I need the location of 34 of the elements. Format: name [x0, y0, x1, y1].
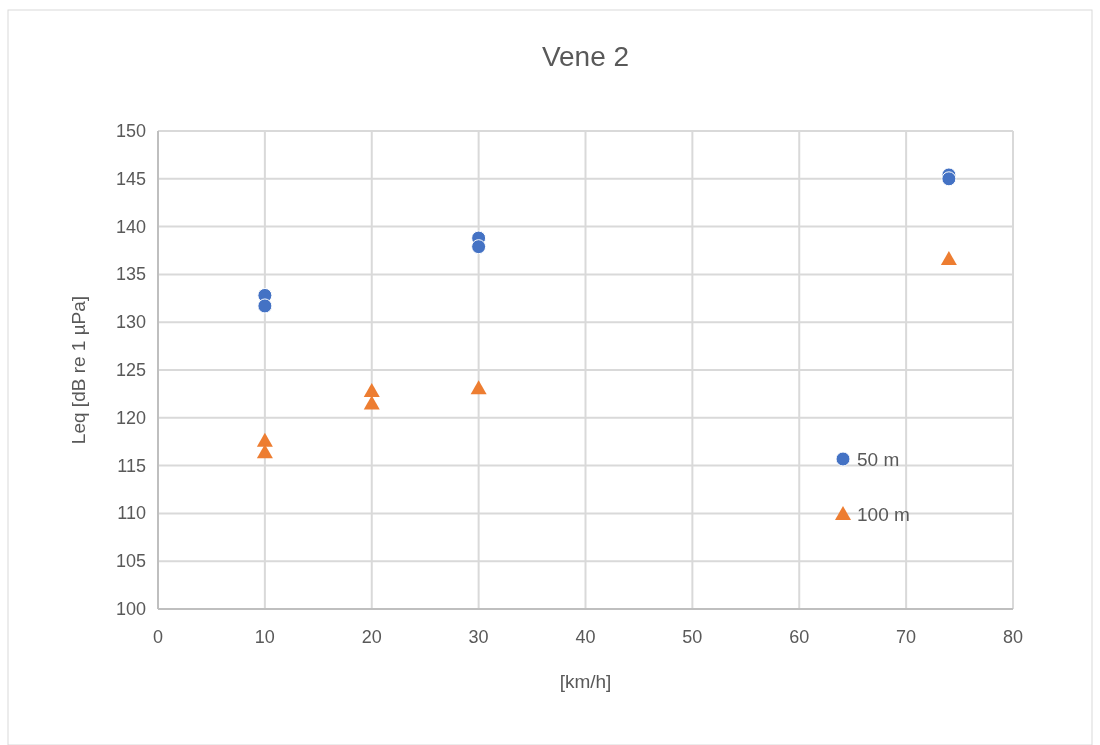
chart-title: Vene 2 — [541, 41, 630, 72]
point — [256, 432, 273, 447]
x-tick-label: 60 — [789, 627, 810, 647]
x-axis-title: [km/h] — [559, 671, 612, 692]
legend-label: 50 m — [857, 449, 900, 470]
y-tick-label: 150 — [115, 121, 146, 141]
x-tick-label: 20 — [361, 627, 382, 647]
y-tick-label: 135 — [115, 264, 146, 285]
point — [256, 444, 273, 459]
y-tick-label: 140 — [115, 216, 146, 237]
x-tick-label: 30 — [468, 627, 489, 647]
point — [941, 171, 957, 187]
point — [363, 395, 380, 410]
y-tick-label: 100 — [115, 599, 146, 619]
point — [471, 239, 487, 255]
point — [363, 383, 380, 398]
y-tick-label: 125 — [115, 360, 146, 380]
y-tick-label: 120 — [115, 407, 146, 428]
y-axis-title: Leq [dB re 1 µPa] — [68, 295, 89, 445]
x-tick-label: 0 — [152, 627, 164, 647]
y-tick-label: 145 — [115, 168, 146, 189]
point — [470, 380, 487, 395]
x-tick-label: 50 — [682, 627, 703, 647]
x-tick-label: 70 — [896, 627, 917, 647]
legend-label: 100 m — [857, 504, 910, 525]
x-tick-label: 40 — [575, 627, 596, 647]
x-tick-label: 10 — [254, 627, 275, 647]
y-tick-label: 105 — [115, 551, 146, 572]
point — [940, 251, 957, 266]
point — [257, 298, 273, 314]
y-tick-label: 130 — [115, 312, 146, 333]
x-tick-label: 80 — [1002, 627, 1024, 647]
y-tick-label: 115 — [117, 455, 146, 476]
y-tick-label: 110 — [117, 503, 146, 524]
